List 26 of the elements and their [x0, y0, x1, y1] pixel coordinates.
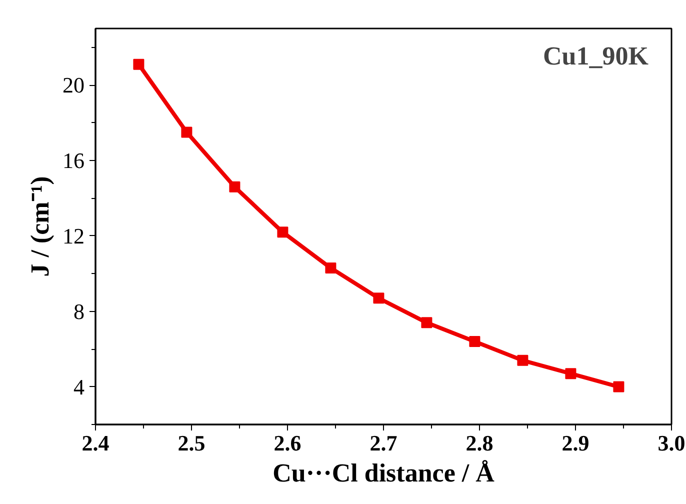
point — [373, 292, 384, 304]
point — [133, 58, 144, 70]
x-tick-label: 2.9 — [562, 430, 590, 456]
y-tick-label: 4 — [74, 374, 84, 400]
point — [565, 368, 576, 380]
y-axis-title: J / (cm⁻¹) — [26, 176, 54, 277]
y-tick-label: 16 — [62, 148, 84, 173]
annotation: Cu1_90K — [543, 42, 650, 71]
x-tick-label: 2.6 — [274, 430, 302, 456]
point — [469, 336, 480, 348]
x-tick-label: 2.7 — [370, 430, 398, 456]
x-axis-title: Cu···Cl distance / Å — [272, 458, 495, 488]
y-tick-label: 12 — [62, 223, 84, 248]
point — [277, 226, 288, 238]
y-tick-label: 8 — [74, 298, 84, 324]
point — [229, 181, 240, 192]
x-tick-label: 2.8 — [466, 430, 494, 456]
point — [325, 262, 336, 274]
point — [613, 381, 624, 392]
x-tick-label: 3.0 — [658, 430, 686, 456]
point — [421, 317, 432, 328]
x-tick-label: 2.5 — [178, 430, 206, 456]
x-tick-label: 2.4 — [82, 430, 110, 456]
point — [517, 354, 528, 366]
point — [181, 126, 192, 138]
y-tick-label: 20 — [62, 72, 84, 98]
